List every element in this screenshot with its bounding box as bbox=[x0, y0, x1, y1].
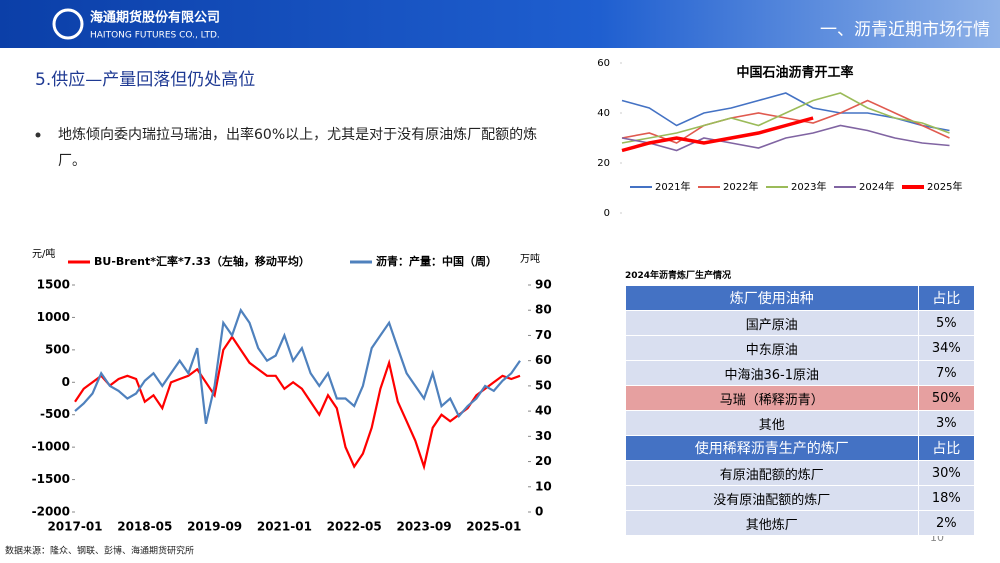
series-line bbox=[621, 99, 950, 144]
legend-label: 2021年 bbox=[655, 180, 690, 193]
series-line bbox=[74, 334, 521, 471]
y-tick-label: 60 bbox=[597, 58, 610, 69]
table-row: 马瑞（稀释沥青） 50% bbox=[625, 385, 976, 411]
table-row: 中东原油 34% bbox=[625, 335, 976, 361]
x-tick-label: 2023-09 bbox=[396, 520, 451, 534]
table-cell: 30% bbox=[917, 460, 976, 486]
series-line bbox=[621, 92, 950, 144]
table-cell: 50% bbox=[917, 385, 976, 411]
y-tick-label: -2000 bbox=[32, 505, 70, 519]
y2-tick-label: 0 bbox=[535, 505, 543, 519]
table-row: 有原油配额的炼厂 30% bbox=[625, 460, 976, 486]
series-line bbox=[621, 116, 814, 153]
table-cell: 34% bbox=[917, 335, 976, 361]
table-cell: 占比 bbox=[917, 435, 976, 461]
y2-tick-label: 10 bbox=[535, 479, 552, 493]
table-cell: 5% bbox=[917, 310, 976, 336]
company-en: HAITONG FUTURES CO., LTD. bbox=[90, 31, 220, 41]
header-band bbox=[0, 0, 1000, 48]
slide-title: 5.供应—产量回落但仍处高位 bbox=[35, 70, 255, 90]
table-cell: 马瑞（稀释沥青） bbox=[625, 385, 919, 411]
y2-axis-label: 万吨 bbox=[520, 252, 540, 265]
table: 炼厂使用油种 占比 国产原油 5% 中东原油 34% 中海油36-1原油 7% 马瑞（稀释沥青）… bbox=[625, 285, 976, 536]
y-tick-label: -1000 bbox=[32, 440, 70, 454]
table-cell: 其他炼厂 bbox=[625, 510, 919, 536]
table-row: 国产原油 5% bbox=[625, 310, 976, 336]
x-tick-label: 2018-05 bbox=[117, 520, 172, 534]
y-tick-label: -1500 bbox=[32, 472, 70, 486]
y-tick-label: 1500 bbox=[37, 278, 70, 292]
y2-tick-label: 70 bbox=[535, 328, 552, 342]
x-tick-label: 2017-01 bbox=[47, 520, 102, 534]
bullet-box: 地炼倾向委内瑞拉马瑞油，出率60%以上，尤其是对于没有原油炼厂配额的炼厂。 bbox=[58, 127, 538, 169]
y-tick-label: 40 bbox=[597, 108, 610, 119]
chart-title: 中国石油沥青开工率 bbox=[736, 65, 853, 81]
x-tick-label: 2021-01 bbox=[257, 520, 312, 534]
table-cell: 没有原油配额的炼厂 bbox=[625, 485, 919, 511]
table-cell: 7% bbox=[917, 360, 976, 386]
y2-tick-label: 60 bbox=[535, 353, 552, 367]
table-row: 其他炼厂 2% bbox=[625, 510, 976, 536]
table-title: 2024年沥青炼厂生产情况 bbox=[625, 271, 732, 281]
table-row: 使用稀释沥青生产的炼厂 占比 bbox=[625, 435, 976, 461]
table-cell: 2% bbox=[917, 510, 976, 536]
y2-tick-label: 20 bbox=[535, 454, 552, 468]
bullet-text: 地炼倾向委内瑞拉马瑞油，出率60%以上，尤其是对于没有原油炼厂配额的炼厂。 bbox=[58, 127, 538, 169]
table-cell: 有原油配额的炼厂 bbox=[625, 460, 919, 486]
legend-label: 2024年 bbox=[859, 180, 894, 193]
y-tick-label: -500 bbox=[40, 407, 70, 421]
source: 数据来源：隆众、钢联、彭博、海通期货研究所 bbox=[5, 545, 194, 557]
table-cell: 炼厂使用油种 bbox=[625, 285, 919, 311]
y-tick-label: 0 bbox=[62, 375, 70, 389]
legend-label: 2025年 bbox=[927, 180, 962, 193]
series-line bbox=[74, 307, 521, 424]
series-line bbox=[621, 124, 950, 152]
y-axis-label: 元/吨 bbox=[32, 247, 55, 260]
table-cell: 其他 bbox=[625, 410, 919, 436]
y2-tick-label: 90 bbox=[535, 278, 552, 292]
legend-label: 2023年 bbox=[791, 180, 826, 193]
y2-tick-label: 50 bbox=[535, 378, 552, 392]
y-tick-label: 500 bbox=[45, 342, 70, 356]
table-row: 没有原油配额的炼厂 18% bbox=[625, 485, 976, 511]
y2-tick-label: 30 bbox=[535, 429, 552, 443]
y2-tick-label: 80 bbox=[535, 303, 552, 317]
y2-tick-label: 40 bbox=[535, 404, 552, 418]
x-tick-label: 2022-05 bbox=[327, 520, 382, 534]
x-tick-label: 2019-09 bbox=[187, 520, 242, 534]
table-cell: 18% bbox=[917, 485, 976, 511]
table-cell: 中东原油 bbox=[625, 335, 919, 361]
bullet-dot bbox=[35, 132, 41, 138]
x-tick-label: 2025-01 bbox=[466, 520, 521, 534]
company-cn: 海通期货股份有限公司 bbox=[90, 10, 220, 26]
table-cell: 国产原油 bbox=[625, 310, 919, 336]
table-cell: 3% bbox=[917, 410, 976, 436]
y-tick-label: 0 bbox=[604, 208, 610, 219]
table-cell: 使用稀释沥青生产的炼厂 bbox=[625, 435, 919, 461]
table-cell: 中海油36-1原油 bbox=[625, 360, 919, 386]
legend-label: 2022年 bbox=[723, 180, 758, 193]
y-tick-label: 1000 bbox=[37, 310, 70, 324]
table-cell: 占比 bbox=[917, 285, 976, 311]
y-tick-label: 20 bbox=[597, 158, 610, 169]
table-row: 炼厂使用油种 占比 bbox=[625, 285, 976, 311]
legend-label: BU-Brent*汇率*7.33（左轴，移动平均） bbox=[94, 254, 310, 268]
section-title: 一、沥青近期市场行情 bbox=[820, 20, 990, 40]
table-row: 其他 3% bbox=[625, 410, 976, 436]
logo bbox=[52, 8, 84, 40]
table-area: 2024年沥青炼厂生产情况 炼厂使用油种 占比 国产原油 5% 中东原油 34% 中海油36-… bbox=[625, 268, 976, 536]
legend-label: 沥青：产量：中国（周） bbox=[376, 254, 497, 268]
table-row: 中海油36-1原油 7% bbox=[625, 360, 976, 386]
